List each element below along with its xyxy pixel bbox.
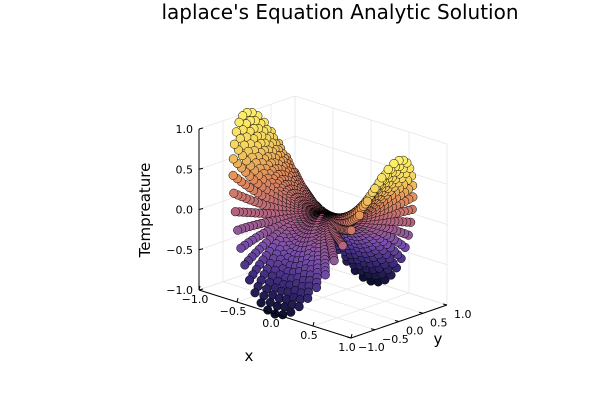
x-tick-label-0: −1.0 xyxy=(182,293,209,306)
x-tick-mark-0 xyxy=(198,285,201,291)
data-point xyxy=(346,225,356,235)
data-point xyxy=(338,241,348,251)
y-tick-mark-4 xyxy=(442,303,448,306)
data-point xyxy=(329,256,339,266)
grid-line-backwall-z-3 xyxy=(294,135,448,185)
y-tick-mark-3 xyxy=(418,311,424,314)
y-tick-mark-0 xyxy=(346,336,352,339)
data-point xyxy=(233,225,243,235)
data-point xyxy=(354,210,365,220)
data-point xyxy=(236,243,246,253)
points-layer xyxy=(228,107,418,320)
grid-line-floor-x-3 xyxy=(312,292,410,327)
y-tick-label-3: 0.5 xyxy=(430,316,448,329)
data-point xyxy=(294,302,304,312)
data-point xyxy=(234,117,244,127)
z-axis-label: Tempreature xyxy=(136,163,154,259)
z-tick-label-4: 1.0 xyxy=(176,123,194,136)
y-tick-label-1: −0.5 xyxy=(382,333,409,346)
data-point xyxy=(230,207,240,217)
y-axis-label: y xyxy=(434,330,443,348)
y-tick-label-4: 1.0 xyxy=(454,308,472,321)
x-tick-label-3: 0.5 xyxy=(300,329,318,342)
data-point xyxy=(228,154,238,164)
y-tick-label-0: −1.0 xyxy=(358,341,385,354)
y-tick-mark-2 xyxy=(394,320,400,322)
data-point xyxy=(229,139,239,149)
data-point xyxy=(389,159,399,169)
data-point xyxy=(311,283,322,293)
data-point xyxy=(229,188,239,198)
data-point xyxy=(250,288,260,298)
x-tick-label-2: 0.0 xyxy=(262,317,280,330)
data-point xyxy=(303,293,313,303)
x-tick-mark-2 xyxy=(274,309,277,315)
z-tick-mark-4 xyxy=(198,127,204,130)
x-tick-mark-3 xyxy=(312,321,315,327)
y-tick-label-2: 0.0 xyxy=(406,325,424,338)
data-point xyxy=(231,127,241,137)
data-point xyxy=(383,164,393,174)
chart-title: laplace's Equation Analytic Solution xyxy=(161,0,518,24)
z-tick-mark-1 xyxy=(198,248,204,251)
data-point xyxy=(286,307,296,317)
data-point xyxy=(377,173,387,183)
z-tick-mark-0 xyxy=(198,288,204,291)
z-tick-label-3: 0.5 xyxy=(176,163,194,176)
data-point xyxy=(362,196,372,206)
z-tick-mark-3 xyxy=(198,167,204,170)
x-tick-label-4: 1.0 xyxy=(338,341,356,354)
x-tick-mark-4 xyxy=(350,333,353,339)
data-point xyxy=(228,170,238,180)
x-tick-mark-1 xyxy=(236,297,239,303)
data-point xyxy=(320,270,330,280)
grid-line-backwall-z-4 xyxy=(294,95,448,145)
z-tick-label-2: 0.0 xyxy=(176,204,194,217)
x-tick-label-1: −0.5 xyxy=(220,305,247,318)
data-point xyxy=(256,298,266,308)
ticks-layer: −1.0−1.0−1.0−0.5−0.5−0.50.00.00.00.50.50… xyxy=(166,123,471,354)
z-tick-mark-2 xyxy=(198,208,204,210)
x-axis-label: x xyxy=(245,347,254,365)
y-tick-mark-1 xyxy=(370,328,376,331)
z-tick-label-1: −0.5 xyxy=(166,244,193,257)
z-tick-label-0: −1.0 xyxy=(166,284,193,297)
data-point xyxy=(245,275,255,285)
data-point xyxy=(240,260,250,270)
axes-layer xyxy=(198,127,448,339)
data-point xyxy=(370,184,380,194)
